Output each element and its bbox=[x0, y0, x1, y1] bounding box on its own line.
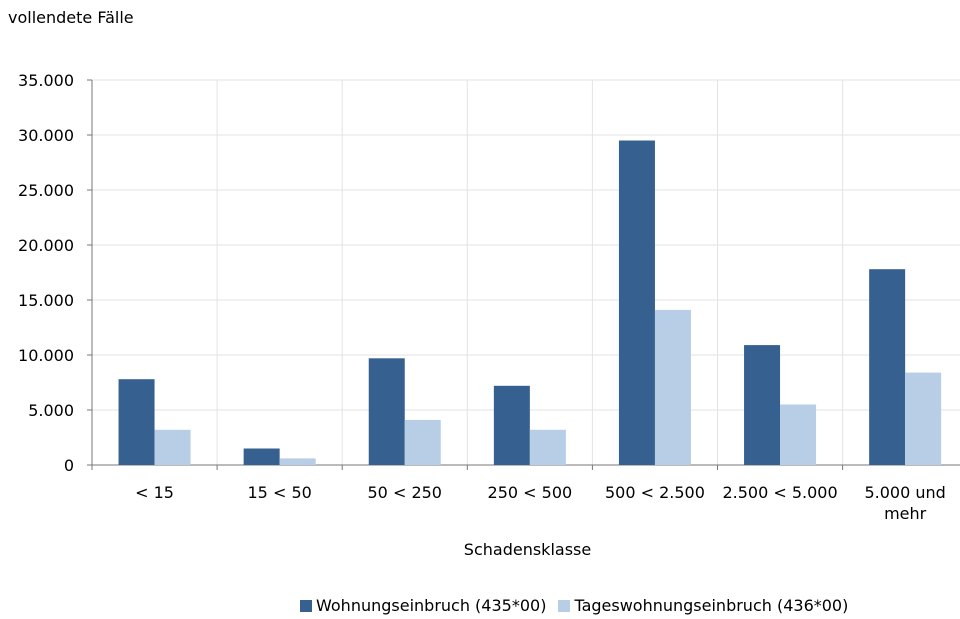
bar-chart: 0 5.000 10.000 15.000 20.000 25.000 30.000 35.0… bbox=[18, 71, 960, 523]
bar-wohnungseinbruch bbox=[243, 448, 280, 465]
bar-tageswohnungseinbruch bbox=[780, 404, 817, 465]
y-axis-title: vollendete Fälle bbox=[8, 8, 134, 27]
y-tick-label: 20.000 bbox=[18, 236, 74, 255]
bar-tageswohnungseinbruch bbox=[154, 429, 191, 465]
x-tick-label: 500 < 2.500 bbox=[605, 483, 705, 502]
y-tick-label: 30.000 bbox=[18, 126, 74, 145]
x-tick-label: 250 < 500 bbox=[488, 483, 573, 502]
bar-tageswohnungseinbruch bbox=[654, 309, 691, 465]
bar-tageswohnungseinbruch bbox=[404, 419, 441, 465]
legend: Wohnungseinbruch (435*00) Tageswohnungse… bbox=[300, 596, 848, 615]
legend-label-series-2: Tageswohnungseinbruch (436*00) bbox=[574, 596, 849, 615]
y-tick-label: 25.000 bbox=[18, 181, 74, 200]
legend-label-series-1: Wohnungseinbruch (435*00) bbox=[316, 596, 547, 615]
legend-swatch-series-2 bbox=[558, 599, 571, 612]
bar-wohnungseinbruch bbox=[118, 379, 155, 465]
bar-wohnungseinbruch bbox=[493, 385, 530, 465]
x-tick-label: 2.500 < 5.000 bbox=[722, 483, 837, 502]
legend-item-series-1: Wohnungseinbruch (435*00) bbox=[300, 596, 546, 615]
bar-tageswohnungseinbruch bbox=[529, 429, 566, 465]
y-tick-label: 0 bbox=[64, 456, 74, 475]
y-tick-label: 10.000 bbox=[18, 346, 74, 365]
x-axis-title: Schadensklasse bbox=[463, 540, 592, 559]
x-tick-label: < 15 bbox=[135, 483, 174, 502]
y-tick-label: 35.000 bbox=[18, 71, 74, 90]
bar-tageswohnungseinbruch bbox=[905, 372, 942, 465]
y-tick-label: 15.000 bbox=[18, 291, 74, 310]
legend-swatch-series-1 bbox=[300, 599, 312, 612]
bar-wohnungseinbruch bbox=[869, 269, 906, 465]
x-tick-label: 50 < 250 bbox=[368, 483, 442, 502]
x-tick-label: 5.000 und bbox=[864, 483, 945, 502]
bar-wohnungseinbruch bbox=[368, 358, 405, 465]
bar-tageswohnungseinbruch bbox=[279, 458, 316, 465]
x-tick-label: mehr bbox=[884, 504, 927, 523]
legend-item-series-2: Tageswohnungseinbruch (436*00) bbox=[558, 596, 848, 615]
bar-wohnungseinbruch bbox=[618, 140, 655, 465]
y-tick-label: 5.000 bbox=[28, 401, 74, 420]
x-tick-label: 15 < 50 bbox=[248, 483, 312, 502]
bar-wohnungseinbruch bbox=[744, 345, 781, 465]
